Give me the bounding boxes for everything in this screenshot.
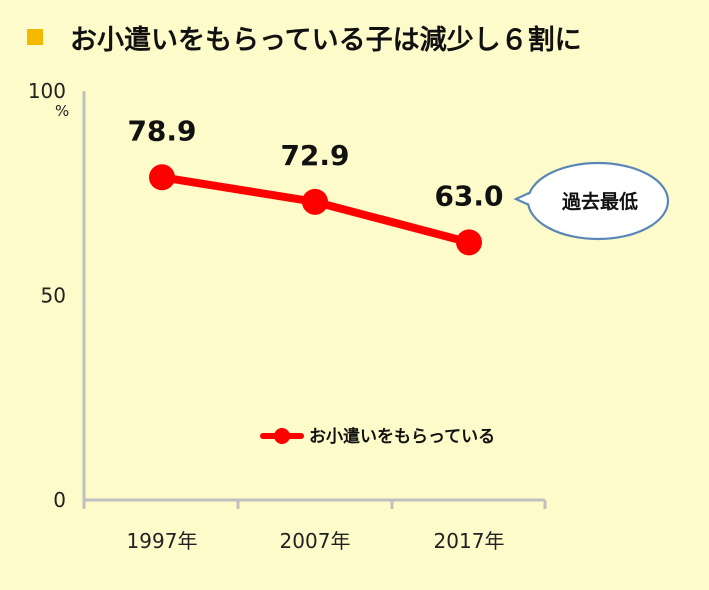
data-label-2017: 63.0 xyxy=(434,179,503,212)
y-unit-label: % xyxy=(55,102,69,120)
annotation-text: 過去最低 xyxy=(562,190,638,213)
y-tick-label-100: 100 xyxy=(28,79,66,103)
data-label-1997: 78.9 xyxy=(127,114,196,147)
annotation-callout: 過去最低 xyxy=(513,161,670,241)
x-tick-labels: 1997年 2007年 2017年 xyxy=(127,529,505,553)
legend-label: お小遣いをもらっている xyxy=(309,426,495,447)
x-tick-label-2017: 2017年 xyxy=(434,529,505,553)
x-tick-label-1997: 1997年 xyxy=(127,529,198,553)
y-tick-label-0: 0 xyxy=(53,488,66,512)
data-label-2007: 72.9 xyxy=(280,139,349,172)
callout-seam-cover xyxy=(519,189,543,210)
data-point-1997 xyxy=(149,164,175,191)
x-tick-label-2007: 2007年 xyxy=(280,529,351,553)
legend: お小遣いをもらっている xyxy=(260,426,495,447)
chart-title: お小遣いをもらっている子は減少し６割に xyxy=(70,24,582,56)
title-marker xyxy=(27,29,43,45)
series-points xyxy=(149,164,482,256)
y-tick-labels: 0 50 100 xyxy=(28,79,66,512)
x-axis-ticks xyxy=(82,500,547,509)
y-tick-label-50: 50 xyxy=(41,284,66,308)
legend-marker xyxy=(274,428,290,444)
data-labels: 78.9 72.9 63.0 xyxy=(127,114,503,212)
data-point-2017 xyxy=(456,229,482,256)
data-point-2007 xyxy=(302,188,328,215)
